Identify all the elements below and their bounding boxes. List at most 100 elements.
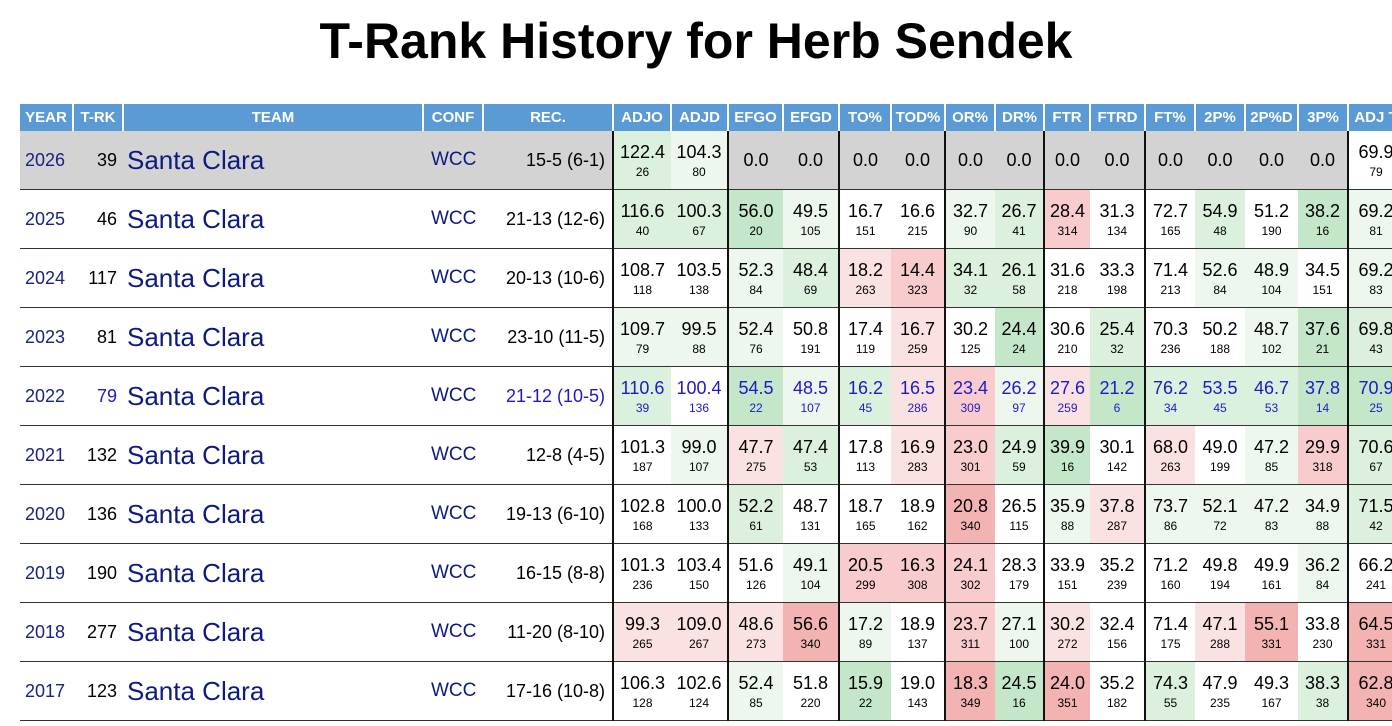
stat-cell-3p-pct: 29.9 318 — [1298, 425, 1348, 485]
stat-value: 26.5 — [1001, 496, 1037, 516]
col-header-trank[interactable]: T-RK — [72, 104, 123, 131]
team-link[interactable]: Santa Clara — [123, 543, 423, 603]
stat-value: 73.7 — [1152, 496, 1189, 516]
conference-link[interactable]: WCC — [423, 661, 483, 721]
year-link[interactable]: 2026 — [20, 131, 73, 190]
trank-value: 117 — [73, 248, 123, 308]
stat-value: 24.0 — [1049, 673, 1086, 693]
col-header-adj-tempo[interactable]: ADJ T — [1347, 104, 1392, 131]
stat-cell-2p-pct: 52.6 84 — [1195, 248, 1245, 308]
stat-cell-efgo: 52.4 85 — [727, 661, 783, 721]
stat-cell-2p-pct: 47.1 288 — [1195, 602, 1245, 662]
stat-cell-adjo: 110.6 39 — [612, 366, 671, 426]
stat-value: 34.9 — [1304, 496, 1341, 516]
stat-value: 32.7 — [952, 201, 989, 221]
conference-link[interactable]: WCC — [423, 366, 483, 426]
stat-cell-ft-pct: 70.3 236 — [1144, 307, 1195, 367]
stat-cell-2p-pct-d: 51.2 190 — [1245, 189, 1298, 249]
col-header-ftrd[interactable]: FTRD — [1089, 104, 1145, 131]
col-header-efgo[interactable]: EFGO — [727, 104, 783, 131]
stat-value: 100.3 — [676, 201, 722, 221]
col-header-2p-pct[interactable]: 2P% — [1194, 104, 1245, 131]
col-header-record[interactable]: REC. — [482, 104, 613, 131]
table-row: 2021 132 Santa Clara WCC 12-8 (4-5) 101.3 187 9… — [20, 425, 1392, 485]
year-link[interactable]: 2025 — [20, 189, 73, 249]
col-header-ft-pct[interactable]: FT% — [1144, 104, 1195, 131]
stat-cell-ft-pct: 73.7 86 — [1144, 484, 1195, 544]
team-link[interactable]: Santa Clara — [123, 425, 423, 485]
conference-link[interactable]: WCC — [423, 131, 483, 190]
stat-cell-dr-pct: 28.3 179 — [995, 543, 1044, 603]
stat-rank: 230 — [1312, 637, 1333, 651]
col-header-dr-pct[interactable]: DR% — [994, 104, 1044, 131]
col-header-3p-pct[interactable]: 3P% — [1297, 104, 1348, 131]
stat-rank: 182 — [1106, 696, 1128, 710]
year-link[interactable]: 2021 — [20, 425, 73, 485]
stat-cell-2p-pct: 49.8 194 — [1195, 543, 1245, 603]
stat-value: 23.0 — [952, 437, 989, 457]
conference-link[interactable]: WCC — [423, 602, 483, 662]
stat-rank: 267 — [688, 637, 710, 651]
stat-value: 33.9 — [1049, 555, 1086, 575]
year-link[interactable]: 2018 — [20, 602, 73, 662]
stat-cell-2p-pct-d: 48.7 102 — [1245, 307, 1298, 367]
stat-rank: 287 — [1106, 519, 1128, 533]
stat-rank: 34 — [1163, 401, 1178, 415]
team-link[interactable]: Santa Clara — [123, 248, 423, 308]
conference-link[interactable]: WCC — [423, 307, 483, 367]
col-header-adjd[interactable]: ADJD — [670, 104, 728, 131]
stat-value: 16.2 — [847, 378, 884, 398]
year-link[interactable]: 2020 — [20, 484, 73, 544]
conference-link[interactable]: WCC — [423, 484, 483, 544]
stat-rank: 124 — [688, 696, 710, 710]
stat-rank: 43 — [1369, 342, 1383, 356]
conference-link[interactable]: WCC — [423, 248, 483, 308]
col-header-2p-pct-d[interactable]: 2P%D — [1244, 104, 1298, 131]
col-header-or-pct[interactable]: OR% — [944, 104, 995, 131]
year-link[interactable]: 2023 — [20, 307, 73, 367]
stat-value: 52.6 — [1202, 260, 1238, 280]
col-header-adjo[interactable]: ADJO — [612, 104, 671, 131]
conference-link[interactable]: WCC — [423, 189, 483, 249]
year-link[interactable]: 2019 — [20, 543, 73, 603]
col-header-year[interactable]: YEAR — [20, 104, 73, 131]
team-link[interactable]: Santa Clara — [123, 602, 423, 662]
col-header-tod-pct[interactable]: TOD% — [890, 104, 945, 131]
stat-value: 69.2 — [1358, 260, 1392, 280]
stat-cell-adjo: 122.4 26 — [612, 131, 671, 190]
team-link[interactable]: Santa Clara — [123, 131, 423, 190]
stat-rank: 107 — [800, 401, 821, 415]
team-link[interactable]: Santa Clara — [123, 661, 423, 721]
team-link[interactable]: Santa Clara — [123, 307, 423, 367]
stat-cell-efgo: 0.0 — [727, 131, 783, 190]
col-header-team[interactable]: TEAM — [122, 104, 423, 131]
conference-link[interactable]: WCC — [423, 425, 483, 485]
stat-value: 16.9 — [899, 437, 936, 457]
stat-cell-adj-tempo: 69.2 83 — [1347, 248, 1392, 308]
year-link[interactable]: 2017 — [20, 661, 73, 721]
col-header-efgd[interactable]: EFGD — [782, 104, 839, 131]
stat-rank: 76 — [749, 342, 763, 356]
stat-value: 36.2 — [1304, 555, 1341, 575]
year-link[interactable]: 2022 — [20, 366, 73, 426]
stat-cell-2p-pct-d: 47.2 83 — [1245, 484, 1298, 544]
conference-link[interactable]: WCC — [423, 543, 483, 603]
stat-rank: 67 — [1369, 460, 1383, 474]
team-link[interactable]: Santa Clara — [123, 189, 423, 249]
stat-value: 69.2 — [1358, 201, 1392, 221]
year-link[interactable]: 2024 — [20, 248, 73, 308]
stat-value: 108.7 — [619, 260, 666, 280]
team-link[interactable]: Santa Clara — [123, 484, 423, 544]
stat-cell-ftr: 24.0 351 — [1043, 661, 1090, 721]
col-header-conf[interactable]: CONF — [422, 104, 483, 131]
stat-cell-ft-pct: 71.4 213 — [1144, 248, 1195, 308]
stat-rank: 199 — [1209, 460, 1231, 474]
record-value: 21-13 (12-6) — [483, 189, 613, 249]
team-link[interactable]: Santa Clara — [123, 366, 423, 426]
stat-cell-3p-pct: 34.5 151 — [1298, 248, 1348, 308]
col-header-to-pct[interactable]: TO% — [838, 104, 891, 131]
stat-value: 29.9 — [1304, 437, 1341, 457]
stat-value: 28.4 — [1049, 201, 1086, 221]
stat-value: 66.2 — [1358, 555, 1392, 575]
col-header-ftr[interactable]: FTR — [1043, 104, 1090, 131]
